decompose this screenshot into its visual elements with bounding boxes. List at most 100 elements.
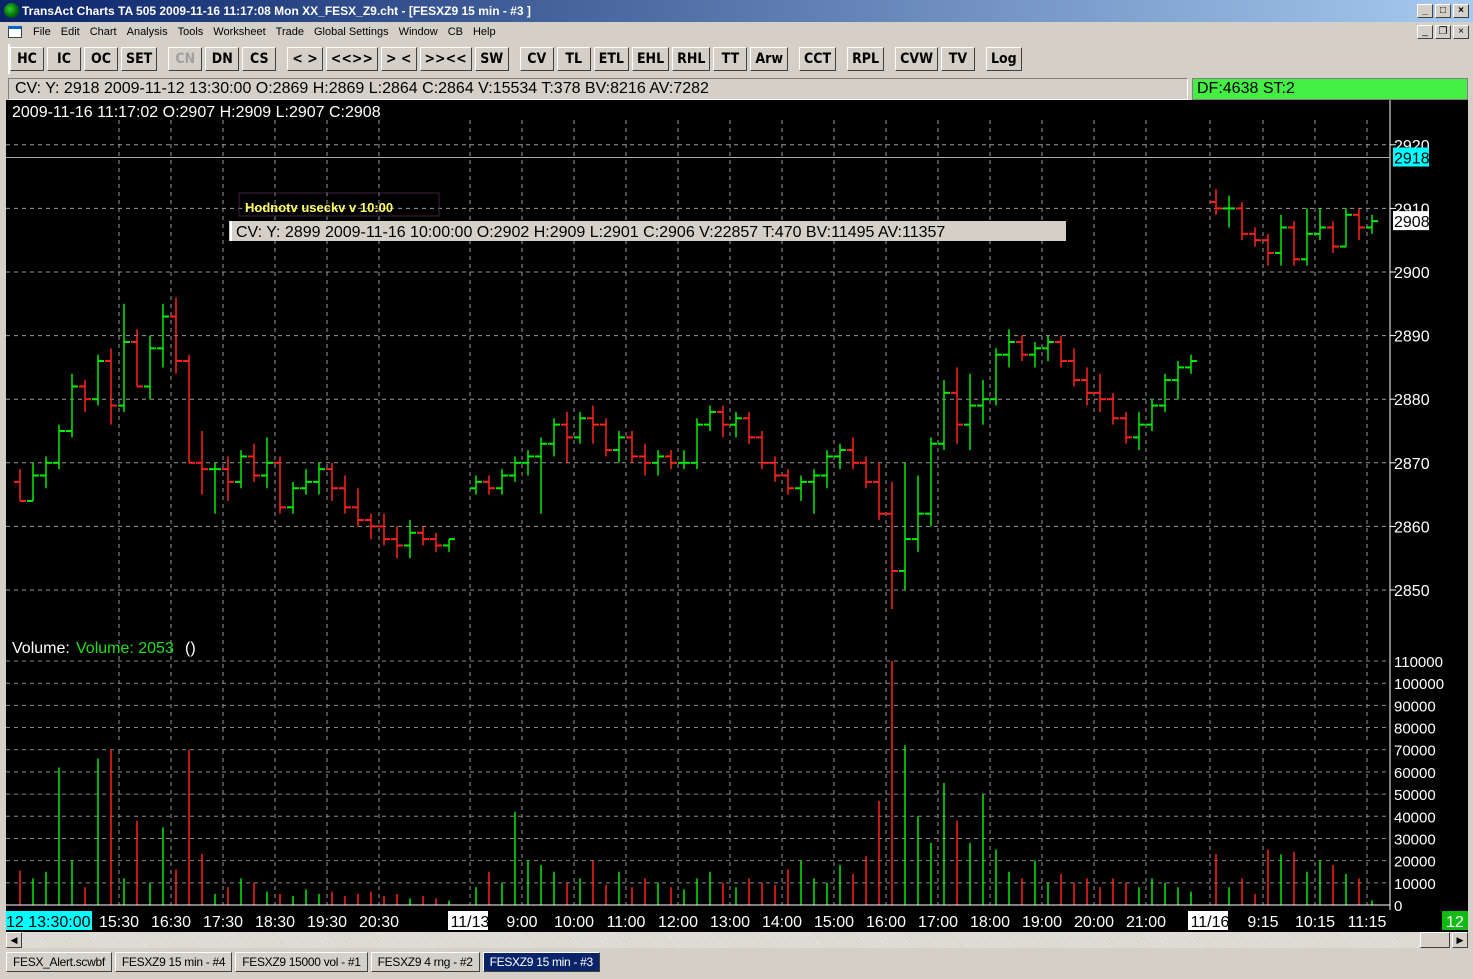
volume-tick-label: 20000 [1394,854,1436,871]
toolbar-button-[interactable]: >><< [419,47,472,71]
ohlc-bar [821,450,833,489]
minimize-button[interactable]: _ [1417,4,1433,18]
ohlc-bar [365,513,377,540]
time-tick-label: 15:00 [814,914,854,931]
tab-4[interactable]: FESXZ9 15 min - #3 [482,952,600,972]
volume-tick-label: 30000 [1394,831,1436,848]
window-title: TransAct Charts TA 505 2009-11-16 11:17:… [22,4,531,18]
volume-tick-label: 50000 [1394,787,1436,804]
ohlc-bar [1094,373,1106,412]
ohlc-bar [769,456,781,482]
ohlc-bar [391,526,403,559]
toolbar-button-hc[interactable]: HC [10,47,44,71]
ohlc-bar [1081,367,1093,406]
price-tick-label: 2890 [1394,329,1430,346]
ohlc-bar [1236,202,1248,241]
menu-window[interactable]: Window [398,26,438,38]
price-tick-label: 2880 [1394,392,1430,409]
menu-cb[interactable]: CB [447,26,463,38]
menu-edit[interactable]: Edit [60,26,80,38]
ohlc-bar [665,450,677,470]
ohlc-bar [574,411,586,444]
toolbar-button-ic[interactable]: IC [47,47,81,71]
scroll-right-button[interactable]: ▶ [1452,932,1468,948]
tab-3[interactable]: FESXZ9 4 rng - #2 [370,952,480,972]
menu-global-settings[interactable]: Global Settings [313,26,389,38]
toolbar-button-[interactable]: < > [287,47,323,71]
maximize-button[interactable]: □ [1435,4,1451,18]
toolbar-button-rhl[interactable]: RHL [672,47,711,71]
ohlc-bar [522,450,534,476]
ohlc-bar [613,431,625,463]
scroll-left-button[interactable]: ◀ [6,932,22,948]
toolbar-button-set[interactable]: SET [121,47,158,71]
annotation-title: Hodnotv useckv v 10:00 [245,200,393,215]
menu-tools[interactable]: Tools [177,26,204,38]
tab-1[interactable]: FESXZ9 15 min - #4 [114,952,233,972]
ohlc-bar [925,437,937,527]
ohlc-bar [795,475,807,501]
menu-file[interactable]: File [33,26,51,38]
menu-chart[interactable]: Chart [89,26,117,38]
doc-minimize-button[interactable]: _ [1417,25,1433,39]
toolbar-button-tt[interactable]: TT [713,47,748,71]
horizontal-scrollbar[interactable]: ◀ ▶ [6,932,1468,948]
toolbar-button-etl[interactable]: ETL [593,47,629,71]
toolbar-button-arw[interactable]: Arw [750,47,789,71]
toolbar-button-cn[interactable]: CN [168,47,203,71]
document-icon[interactable] [8,26,22,38]
toolbar-button-rpl[interactable]: RPL [847,47,885,71]
ohlc-bar [743,411,755,444]
toolbar-button-dn[interactable]: DN [205,47,240,71]
tab-2[interactable]: FESXZ9 15000 vol - #1 [235,952,368,972]
app-globe-icon [4,3,19,18]
doc-restore-button[interactable]: ❐ [1435,25,1451,39]
time-tick-label: 19:00 [1022,914,1062,931]
price-chart[interactable]: 2850 2860 2870 2880 2890 2900 2910 2920 0 10000 20… [6,100,1468,932]
toolbar-button-log[interactable]: Log [985,47,1022,71]
time-tick-label: 20:30 [359,914,399,931]
time-tick-label: 11:15 [1348,914,1387,931]
ohlc-bar [548,418,560,457]
ohlc-bar [222,456,234,501]
annotation-box [238,192,440,217]
ohlc-bar [886,481,898,610]
doc-close-button[interactable]: × [1453,25,1469,39]
ohlc-bar [899,462,911,590]
ohlc-bar [196,431,208,495]
menu-help[interactable]: Help [472,26,496,38]
ohlc-bar [1249,227,1261,247]
toolbar-button-cct[interactable]: CCT [799,47,837,71]
volume-extra: () [185,640,196,657]
toolbar-button-cvw[interactable]: CVW [895,47,938,71]
toolbar-button-[interactable]: <<>> [325,47,378,71]
toolbar-button-ehl[interactable]: EHL [631,47,670,71]
ohlc-bar [1366,214,1378,234]
ohlc-bar [1146,399,1158,431]
menu-worksheet[interactable]: Worksheet [213,26,266,38]
toolbar-button-cv[interactable]: CV [519,47,554,71]
volume-tick-label: 10000 [1394,876,1436,893]
toolbar-button-sw[interactable]: SW [474,47,509,71]
tab-0[interactable]: FESX_Alert.scwbf [6,952,112,972]
scroll-thumb[interactable] [1420,932,1450,948]
toolbar-button-cs[interactable]: CS [242,47,277,71]
close-button[interactable]: × [1453,4,1469,18]
toolbar-button-tv[interactable]: TV [940,47,975,71]
ohlc-bar [691,418,703,470]
menu-analysis[interactable]: Analysis [126,26,168,38]
ohlc-bar [587,405,599,444]
toolbar-button-oc[interactable]: OC [84,47,118,71]
chart-canvas[interactable]: 2850286028702880289029002910292001000020… [6,100,1468,932]
toolbar-button-[interactable]: > < [381,47,417,71]
ohlc-bar [808,469,820,514]
annotation-values-box [229,221,1066,241]
time-tick-label: 14:00 [762,914,802,931]
menu-trade[interactable]: Trade [275,26,304,38]
ohlc-bar [1262,233,1274,266]
time-tick-label: 13:00 [710,914,750,931]
time-tick-label: 9:00 [506,914,537,931]
time-tick-label: 18:30 [255,914,295,931]
toolbar-button-tl[interactable]: TL [556,47,591,71]
time-tick-label: 21:00 [1126,914,1166,931]
